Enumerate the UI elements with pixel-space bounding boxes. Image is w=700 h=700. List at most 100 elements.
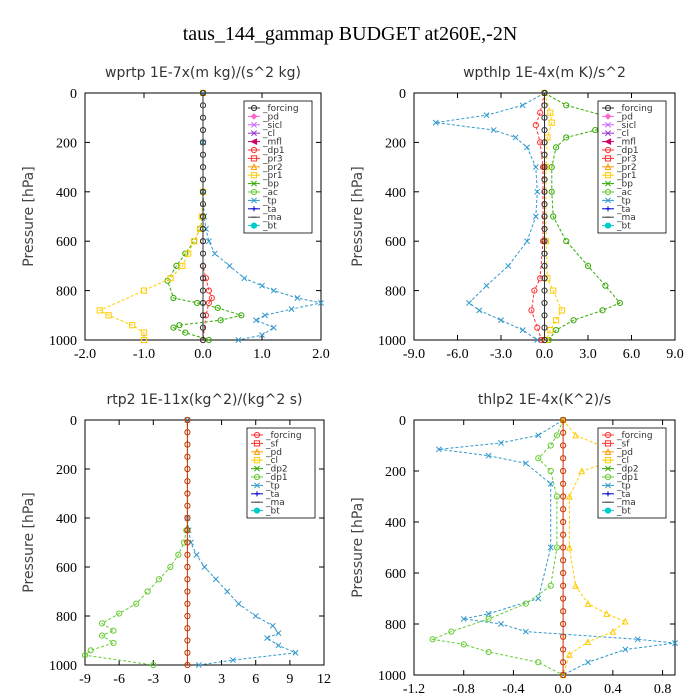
data-point <box>184 637 191 644</box>
legend-label: _dp1 <box>616 146 639 156</box>
data-point <box>150 661 157 669</box>
legend-marker <box>604 138 612 146</box>
data-point <box>524 238 531 245</box>
x-tick-label: 9.0 <box>666 347 684 362</box>
data-point <box>528 307 535 314</box>
data-point <box>184 600 191 607</box>
legend-label: _cl <box>616 456 629 466</box>
data-point <box>572 582 579 589</box>
legend-marker <box>251 121 257 128</box>
data-point <box>547 442 554 449</box>
chart-panels: wprtp 1E-7x(m kg)/(s^2 kg) Pressure [hPa]… <box>21 65 684 697</box>
y-tick-label: 1000 <box>49 334 77 349</box>
x-tick-label: 3 <box>218 672 225 687</box>
data-point <box>87 647 94 654</box>
legend-marker <box>250 172 258 179</box>
data-point <box>553 327 560 334</box>
legend-label: _bt <box>616 222 631 232</box>
legend-label: _pd <box>616 112 633 122</box>
chart-panel-3: rtp2 1E-11x(kg^2)/(kg^2 s) Pressure [hPa]… <box>21 392 331 687</box>
legend-marker <box>604 172 612 179</box>
x-tick-label: -1.0 <box>133 347 155 362</box>
x-tick-label: 2.0 <box>312 347 330 362</box>
data-point <box>167 563 174 571</box>
x-tick-label: -3 <box>147 672 159 687</box>
data-point <box>194 299 201 307</box>
y-tick-label: 1000 <box>378 334 406 349</box>
legend-marker <box>250 104 258 112</box>
y-tick-label: 800 <box>385 618 406 633</box>
legend-marker <box>253 457 261 464</box>
x-tick-label: -0.4 <box>502 682 524 697</box>
data-point <box>483 282 490 289</box>
legend-marker <box>254 465 260 472</box>
data-point <box>522 600 529 607</box>
legend-label: _cl <box>616 129 629 139</box>
data-point <box>553 432 561 439</box>
data-point <box>560 429 567 436</box>
data-point <box>182 329 189 336</box>
y-axis-label: Pressure [hPa] <box>350 166 366 266</box>
data-point <box>217 317 224 324</box>
data-point <box>195 662 202 668</box>
data-point <box>560 442 567 449</box>
legend-marker <box>250 138 258 146</box>
data-point <box>560 480 567 487</box>
data-point <box>199 238 207 245</box>
legend-label: _mfl <box>616 138 636 148</box>
data-point <box>270 287 277 294</box>
legend-label: _ma <box>616 498 636 508</box>
legend-marker <box>254 491 260 497</box>
y-tick-label: 200 <box>385 136 406 151</box>
data-point <box>498 621 504 627</box>
data-point <box>199 89 207 97</box>
series-line-dp1 <box>430 419 564 676</box>
data-point <box>205 336 212 344</box>
data-point <box>570 317 577 324</box>
data-point <box>170 294 177 302</box>
legend-marker <box>604 431 612 439</box>
series-line-tp <box>438 419 676 676</box>
x-tick-label: 1.0 <box>253 347 271 362</box>
data-point <box>519 102 526 109</box>
legend-label: _dp2 <box>616 465 639 475</box>
legend-label: _pd <box>265 448 282 458</box>
data-point <box>199 176 207 183</box>
data-point <box>184 661 191 669</box>
y-tick-label: 600 <box>385 235 406 250</box>
data-point <box>199 201 207 208</box>
legend-marker <box>253 431 261 439</box>
y-tick-label: 600 <box>56 235 77 250</box>
data-point <box>672 640 678 647</box>
legend-label: _forcing <box>262 104 299 114</box>
y-axis-label: Pressure [hPa] <box>21 492 37 592</box>
data-point <box>212 576 219 583</box>
x-tick-label: 12 <box>317 672 331 687</box>
data-point <box>199 114 207 121</box>
data-point <box>534 324 541 331</box>
data-point <box>563 134 570 141</box>
y-axis-label: Pressure [hPa] <box>350 497 366 597</box>
data-point <box>226 262 233 269</box>
panel-title: rtp2 1E-11x(kg^2)/(kg^2 s) <box>107 392 303 408</box>
data-point <box>191 238 198 245</box>
x-tick-label: 0.0 <box>554 682 572 697</box>
data-point <box>170 324 177 331</box>
legend-label: _tp <box>616 196 631 206</box>
data-point <box>184 465 191 473</box>
data-point <box>541 225 548 232</box>
legend-marker <box>250 222 258 229</box>
y-axis-label: Pressure [hPa] <box>21 166 37 266</box>
series-group <box>96 89 324 344</box>
data-point <box>541 176 548 183</box>
legend-marker <box>604 155 612 162</box>
y-tick-label: 1000 <box>49 659 77 674</box>
legend-label: _ac <box>262 188 278 198</box>
data-point <box>288 306 295 313</box>
legend-marker <box>250 188 258 196</box>
y-tick-label: 200 <box>385 465 406 480</box>
data-point <box>537 275 544 282</box>
data-point <box>269 622 276 629</box>
data-point <box>224 588 231 595</box>
data-point <box>184 514 191 522</box>
